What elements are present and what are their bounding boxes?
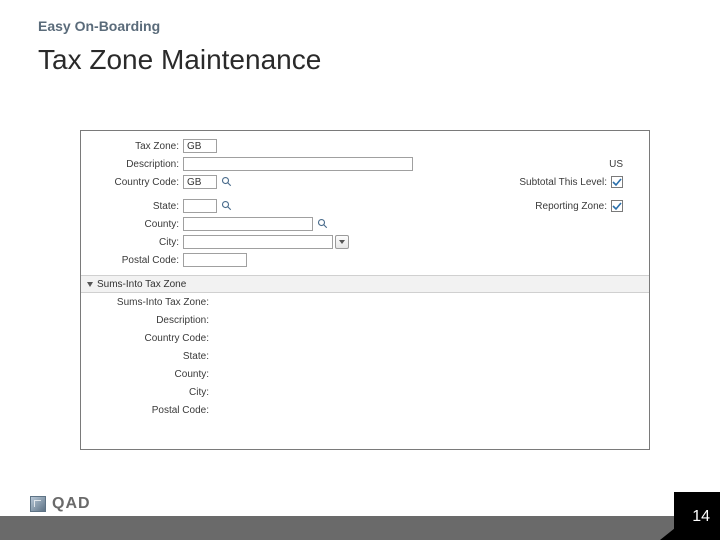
reporting-zone-label: Reporting Zone:: [535, 201, 607, 212]
sums-into-section-header[interactable]: Sums-Into Tax Zone: [81, 275, 649, 293]
sums-into-postal-code-label: Postal Code:: [87, 405, 213, 416]
qad-logo-text: QAD: [52, 495, 91, 513]
breadcrumb: Easy On-Boarding: [38, 18, 160, 34]
sums-into-tax-zone-label: Sums-Into Tax Zone:: [87, 297, 213, 308]
description-label: Description:: [87, 159, 183, 170]
sums-into-county-label: County:: [87, 369, 213, 380]
city-label: City:: [87, 237, 183, 248]
page-number: 14: [692, 508, 710, 526]
city-dropdown-icon[interactable]: [335, 235, 349, 249]
state-lookup-icon[interactable]: [219, 199, 235, 213]
slide-footer: 14 QAD: [0, 492, 720, 540]
subtotal-this-level-label: Subtotal This Level:: [519, 177, 607, 188]
county-label: County:: [87, 219, 183, 230]
tax-zone-label: Tax Zone:: [87, 141, 183, 152]
us-label: US: [609, 159, 623, 170]
sums-into-section-label: Sums-Into Tax Zone: [97, 279, 186, 290]
sums-into-description-label: Description:: [87, 315, 213, 326]
country-code-input[interactable]: [183, 175, 217, 189]
country-code-lookup-icon[interactable]: [219, 175, 235, 189]
county-input[interactable]: [183, 217, 313, 231]
page-title: Tax Zone Maintenance: [38, 44, 321, 76]
postal-code-input[interactable]: [183, 253, 247, 267]
description-input[interactable]: [183, 157, 413, 171]
reporting-zone-checkbox[interactable]: [611, 200, 623, 212]
sums-into-state-label: State:: [87, 351, 213, 362]
state-label: State:: [87, 201, 183, 212]
form-panel: Tax Zone: Description: US Country Code: …: [80, 130, 650, 450]
chevron-down-icon: [87, 282, 93, 287]
footer-bar: [0, 516, 720, 540]
qad-logo: QAD: [30, 495, 91, 513]
sums-into-city-label: City:: [87, 387, 213, 398]
city-input[interactable]: [183, 235, 333, 249]
postal-code-label: Postal Code:: [87, 255, 183, 266]
sums-into-country-code-label: Country Code:: [87, 333, 213, 344]
country-code-label: Country Code:: [87, 177, 183, 188]
state-input[interactable]: [183, 199, 217, 213]
tax-zone-input[interactable]: [183, 139, 217, 153]
qad-logo-icon: [30, 496, 46, 512]
subtotal-this-level-checkbox[interactable]: [611, 176, 623, 188]
county-lookup-icon[interactable]: [315, 217, 331, 231]
